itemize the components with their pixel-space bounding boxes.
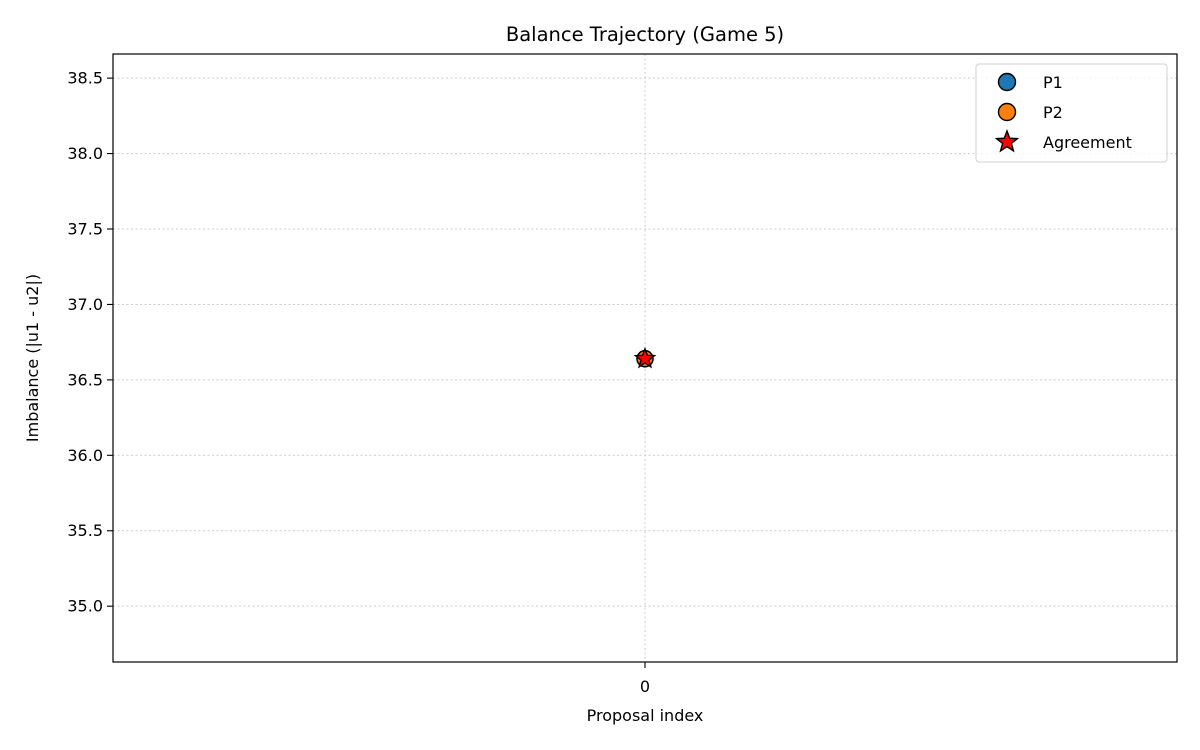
legend-marker-p1 [997,72,1017,92]
legend-label-p2: P2 [1043,103,1063,122]
point-agreement [633,346,657,369]
axis-ticks: 35.0 35.5 36.0 36.5 37.0 37.5 38.0 38.5 0 [67,69,650,696]
y-tick-label: 38.0 [67,144,103,163]
y-axis-title: Imbalance (|u1 - u2|) [23,274,42,442]
legend-box [975,63,1168,163]
legend: P1 P2 Agreement [975,63,1168,163]
legend-marker-p2 [997,102,1017,122]
x-tick-label: 0 [640,677,650,696]
y-tick-label: 35.0 [67,597,103,616]
y-tick-label: 37.5 [67,220,103,239]
legend-label-p1: P1 [1043,73,1063,92]
y-tick-label: 36.5 [67,370,103,389]
chart-title: Balance Trajectory (Game 5) [506,23,784,46]
y-tick-label: 35.5 [67,521,103,540]
legend-label-agreement: Agreement [1043,133,1132,152]
y-tick-label: 36.0 [67,446,103,465]
y-tick-label: 37.0 [67,295,103,314]
y-tick-label: 38.5 [67,69,103,88]
legend-marker-agreement [994,129,1020,153]
x-axis-title: Proposal index [587,706,704,725]
data-marks [633,346,657,369]
